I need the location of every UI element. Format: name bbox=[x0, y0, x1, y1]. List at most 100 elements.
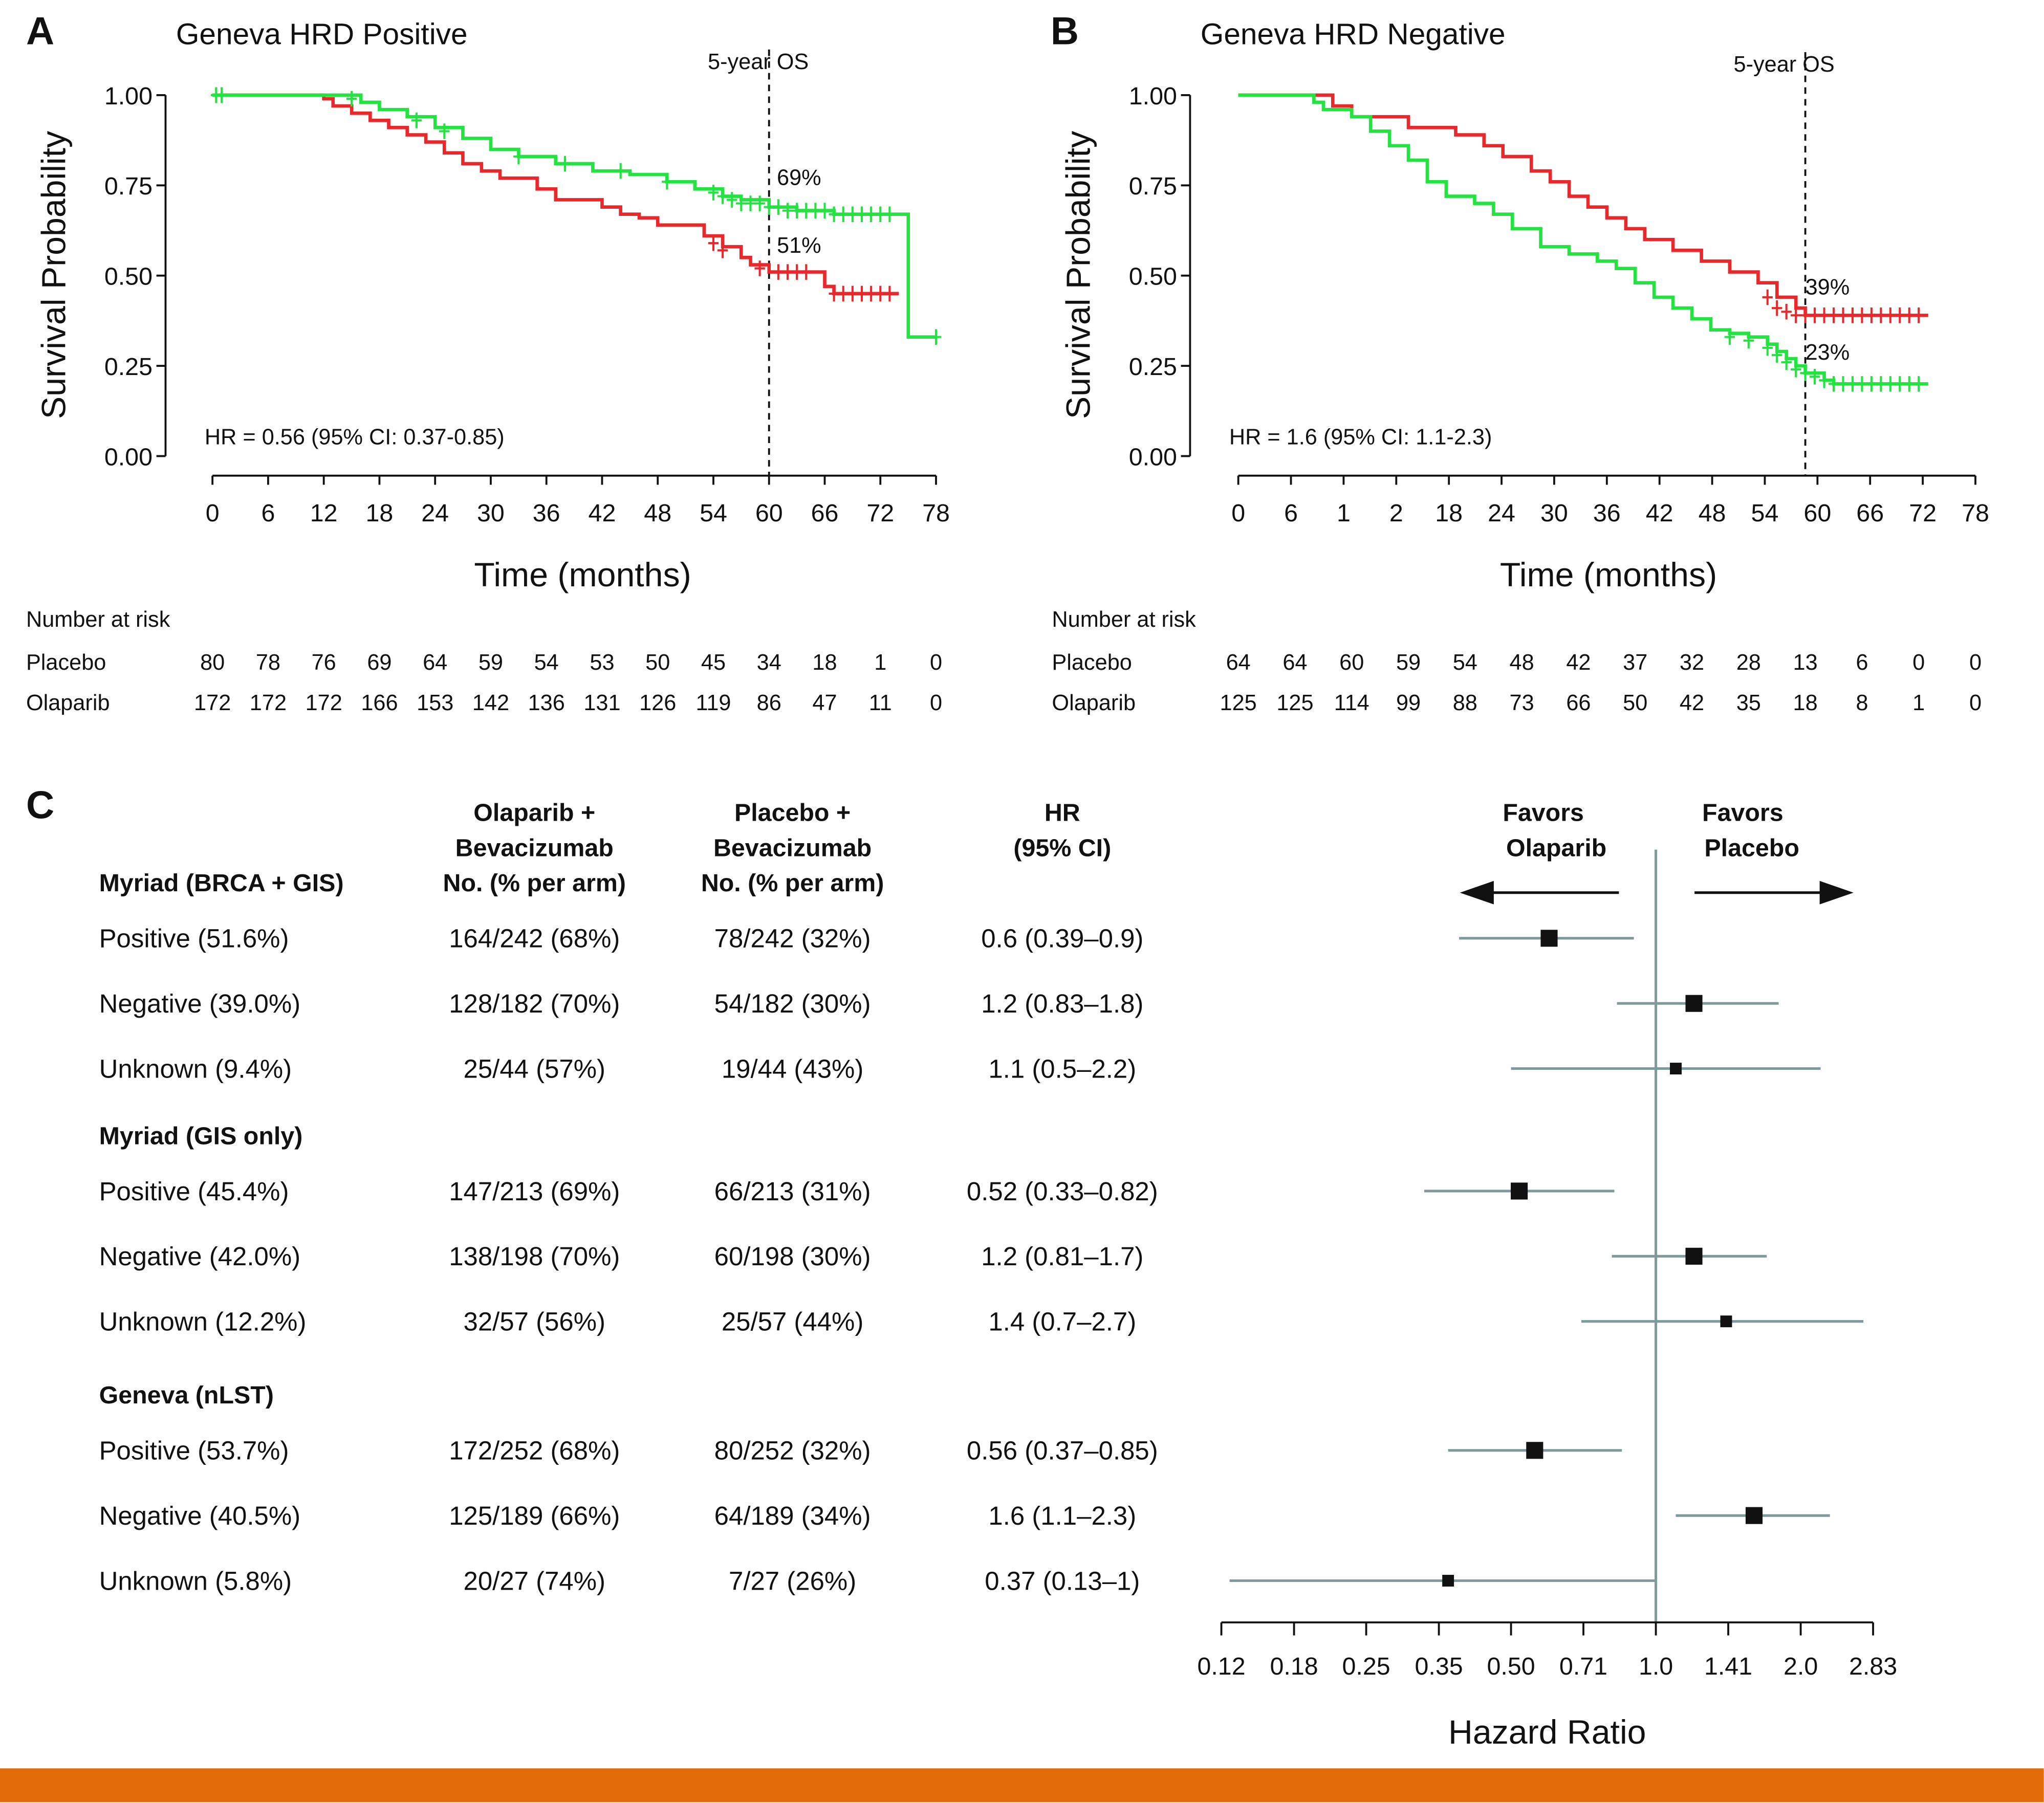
panel-b-ylabel: Survival Probability bbox=[1059, 131, 1097, 419]
favors-placebo-line1: Favors bbox=[1702, 799, 1784, 827]
panel-a-censor-mark-olaparib bbox=[884, 206, 895, 223]
panel-c-letter: C bbox=[26, 784, 54, 827]
forest-group-label: Myriad (GIS only) bbox=[99, 1122, 303, 1150]
forest-x-tick-label: 0.35 bbox=[1415, 1653, 1463, 1680]
header-placebo-line1: Placebo + bbox=[734, 799, 851, 827]
forest-row-placebo: 80/252 (32%) bbox=[714, 1436, 871, 1465]
panel-a-censor-mark-olaparib bbox=[745, 195, 756, 211]
panel-a-risk-olaparib-value: 142 bbox=[472, 691, 509, 715]
forest-row-label: Unknown (5.8%) bbox=[99, 1566, 292, 1595]
panel-a-censor-mark-olaparib bbox=[838, 206, 849, 223]
forest-row-hr: 1.4 (0.7–2.7) bbox=[988, 1307, 1136, 1336]
forest-x-tick-label: 1.0 bbox=[1639, 1653, 1673, 1680]
panel-b-censor-mark-olaparib bbox=[1913, 376, 1924, 392]
forest-row-placebo: 7/27 (26%) bbox=[729, 1566, 856, 1595]
panel-b-censor-mark-olaparib bbox=[1895, 376, 1905, 392]
panel-a-y-tick-label: 0.50 bbox=[104, 263, 153, 291]
panel-a-y-tick-label: 0.75 bbox=[104, 172, 153, 200]
forest-row-hr: 1.2 (0.83–1.8) bbox=[981, 989, 1143, 1018]
panel-a-censor-mark-placebo bbox=[875, 285, 886, 302]
forest-row-olaparib: 147/213 (69%) bbox=[449, 1177, 620, 1206]
panel-b-y-tick-label: 0.00 bbox=[1129, 443, 1177, 471]
forest-row-label: Negative (42.0%) bbox=[99, 1242, 301, 1271]
panel-b-placebo-end-label: 39% bbox=[1806, 275, 1850, 300]
panel-a-risk-olaparib-value: 136 bbox=[528, 691, 565, 715]
panel-b-censor-mark-placebo bbox=[1781, 303, 1792, 320]
panel-a-y-tick-label: 0.00 bbox=[104, 443, 153, 471]
panel-b-censor-mark-placebo bbox=[1800, 307, 1811, 323]
panel-b-risk-title: Number at risk bbox=[1052, 607, 1196, 632]
forest-xlabel: Hazard Ratio bbox=[1448, 1713, 1646, 1751]
panel-b-censor-mark-placebo bbox=[1857, 307, 1867, 323]
panel-a-letter: A bbox=[26, 10, 54, 53]
panel-a-risk-placebo-value: 64 bbox=[423, 650, 447, 675]
forest-point-estimate bbox=[1670, 1063, 1682, 1075]
forest-row-hr: 0.6 (0.39–0.9) bbox=[981, 924, 1143, 953]
panel-b-risk-olaparib-value: 88 bbox=[1453, 691, 1477, 715]
forest-row-label: Positive (45.4%) bbox=[99, 1177, 289, 1206]
forest-point-estimate bbox=[1526, 1442, 1543, 1459]
panel-a-risk-placebo-value: 80 bbox=[200, 650, 225, 675]
panel-a-censor-mark-olaparib bbox=[736, 195, 747, 211]
panel-a-censor-mark-olaparib bbox=[782, 203, 793, 218]
panel-b-censor-mark-placebo bbox=[1913, 307, 1924, 323]
panel-b-censor-mark-olaparib bbox=[1857, 376, 1867, 392]
panel-a-risk-olaparib-value: 47 bbox=[812, 691, 837, 715]
forest-point-estimate bbox=[1442, 1575, 1454, 1587]
panel-b-risk-placebo-value: 37 bbox=[1623, 650, 1647, 675]
panel-b-x-tick-label: 66 bbox=[1856, 499, 1884, 527]
panel-b-x-tick-label: 6 bbox=[1284, 499, 1298, 527]
panel-b-censor-mark-placebo bbox=[1876, 307, 1886, 323]
panel-a-risk-placebo-value: 78 bbox=[256, 650, 280, 675]
panel-a-x-tick-label: 6 bbox=[261, 499, 275, 527]
panel-a-x-tick-label: 24 bbox=[421, 499, 449, 527]
forest-row-placebo: 66/213 (31%) bbox=[714, 1177, 871, 1206]
panel-a-censor-mark-placebo bbox=[801, 264, 812, 280]
panel-a-censor-mark-olaparib bbox=[346, 91, 357, 107]
panel-b-censor-mark-olaparib bbox=[1838, 376, 1849, 392]
panel-a-risk-olaparib-value: 0 bbox=[930, 691, 942, 715]
forest-row-hr: 1.1 (0.5–2.2) bbox=[988, 1054, 1136, 1083]
panel-a-risk-olaparib-value: 131 bbox=[583, 691, 620, 715]
panel-b-x-tick-label: 48 bbox=[1699, 499, 1726, 527]
panel-a-censor-mark-olaparib bbox=[847, 206, 858, 223]
panel-b-vline-label: 5-year OS bbox=[1734, 52, 1835, 77]
panel-b-risk-label-placebo: Placebo bbox=[1052, 650, 1132, 675]
panel-b-risk-placebo-value: 64 bbox=[1226, 650, 1251, 675]
panel-c: C Olaparib + Bevacizumab No. (% per arm)… bbox=[26, 784, 1854, 1751]
panel-a-censor-mark-olaparib bbox=[856, 206, 867, 223]
panel-b-censor-mark-placebo bbox=[1790, 307, 1801, 323]
panel-a-censor-mark-placebo bbox=[717, 243, 728, 258]
panel-a-risk-placebo-value: 1 bbox=[874, 650, 886, 675]
panel-a-censor-mark-placebo bbox=[856, 285, 867, 302]
panel-a-censor-mark-olaparib bbox=[754, 195, 765, 211]
panel-a-censor-mark-olaparib bbox=[865, 206, 877, 223]
forest-row-placebo: 54/182 (30%) bbox=[714, 989, 871, 1018]
panel-b-risk-olaparib-value: 73 bbox=[1510, 691, 1534, 715]
panel-a-censor-mark-placebo bbox=[773, 264, 784, 280]
forest-point-estimate bbox=[1720, 1315, 1732, 1328]
panel-b-xlabel: Time (months) bbox=[1500, 556, 1717, 594]
panel-a-olaparib-end-label: 69% bbox=[777, 166, 821, 190]
forest-x-tick-label: 0.71 bbox=[1559, 1653, 1607, 1680]
panel-a-censor-mark-placebo bbox=[865, 285, 877, 302]
panel-b-risk-olaparib-value: 50 bbox=[1623, 691, 1647, 715]
panel-a-risk-placebo-value: 69 bbox=[367, 650, 392, 675]
panel-b-y-tick-label: 0.75 bbox=[1129, 172, 1177, 200]
panel-a-risk-olaparib-value: 86 bbox=[757, 691, 781, 715]
panel-a-x-tick-label: 66 bbox=[811, 499, 839, 527]
panel-a-censor-mark-olaparib bbox=[875, 206, 886, 223]
forest-plot: 0.12 0.18 0.25 0.35 0.50 0.71 1.0 1.41 2.0 2.83 My… bbox=[99, 849, 1897, 1680]
panel-a-censor-mark-olaparib bbox=[930, 329, 942, 345]
panel-b-y-tick-label: 0.25 bbox=[1129, 353, 1177, 381]
panel-a-risk-placebo-value: 18 bbox=[812, 650, 837, 675]
panel-a-censor-mark-placebo bbox=[829, 285, 839, 302]
panel-b-y-tick-label: 0.50 bbox=[1129, 263, 1177, 291]
panel-b-risk-label-olaparib: Olaparib bbox=[1052, 691, 1136, 715]
panel-b-risk-placebo-value: 59 bbox=[1396, 650, 1421, 675]
panel-a-censor-mark-olaparib bbox=[216, 87, 227, 103]
panel-a-risk-placebo-value: 59 bbox=[479, 650, 503, 675]
panel-a-risk-olaparib-value: 166 bbox=[361, 691, 398, 715]
favors-placebo-line2: Placebo bbox=[1704, 834, 1799, 862]
